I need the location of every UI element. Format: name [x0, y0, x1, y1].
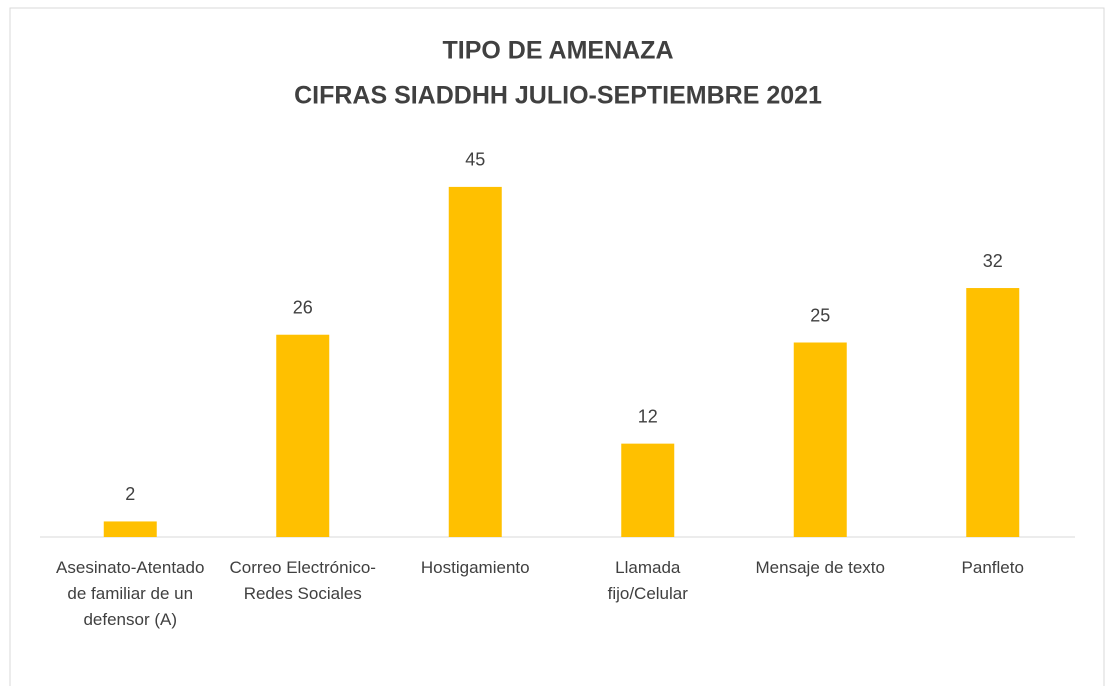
- x-tick-label: Correo Electrónico-Redes Sociales: [229, 558, 376, 603]
- x-tick-label: Panfleto: [961, 558, 1024, 577]
- bar: [621, 443, 675, 537]
- x-tick-label: Llamada fijo/Celular: [607, 558, 688, 603]
- data-label: 26: [293, 297, 313, 317]
- bar: [966, 288, 1020, 537]
- bar: [276, 334, 330, 537]
- chart-border: [9, 7, 1105, 686]
- bar: [448, 186, 502, 537]
- bar: [793, 342, 847, 537]
- data-label: 25: [810, 305, 830, 325]
- x-tick-label: Hostigamiento: [420, 558, 530, 577]
- x-tick-label: Asesinato-Atentado de familiar de un def…: [56, 558, 205, 629]
- chart-title: TIPO DE AMENAZA: [442, 37, 673, 65]
- data-label: 32: [983, 251, 1003, 271]
- bar: [103, 521, 157, 537]
- data-label: 12: [638, 406, 658, 426]
- chart-subtitle: CIFRAS SIADDHH JULIO-SEPTIEMBRE 2021: [294, 82, 822, 110]
- data-label: 45: [465, 150, 485, 170]
- x-tick-label: Mensaje de texto: [755, 558, 885, 577]
- data-label: 2: [125, 484, 135, 504]
